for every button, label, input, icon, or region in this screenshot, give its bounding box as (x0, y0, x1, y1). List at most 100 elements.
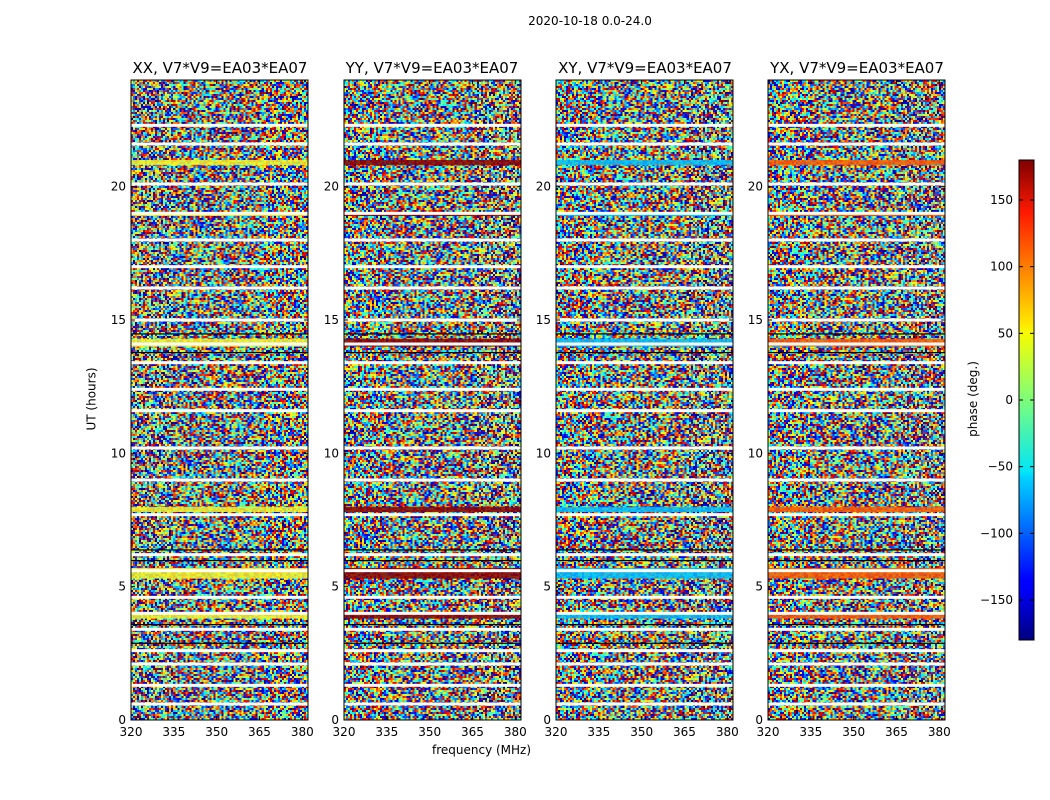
x-tick-label: 350 (205, 725, 228, 739)
scan-separator (556, 352, 733, 354)
scan-separator (131, 642, 308, 644)
x-tick-label: 365 (885, 725, 908, 739)
data-gap (131, 409, 308, 413)
scan-separator (768, 352, 945, 354)
data-gap (556, 702, 733, 706)
data-gap (344, 553, 521, 557)
data-gap (768, 342, 945, 346)
flag-band (556, 568, 733, 579)
flag-band (768, 568, 945, 579)
data-gap (131, 649, 308, 653)
y-tick-label: 15 (536, 313, 551, 327)
data-gap (344, 478, 521, 482)
y-tick-label: 15 (111, 313, 126, 327)
data-gap (556, 286, 733, 290)
x-tick-label: 380 (504, 725, 527, 739)
data-gap (131, 446, 308, 450)
scan-separator (131, 333, 308, 335)
data-gap (768, 265, 945, 269)
data-gap (556, 361, 733, 365)
data-gap (768, 683, 945, 687)
x-tick-label: 320 (757, 725, 780, 739)
flag-band (344, 613, 521, 619)
y-tick-label: 20 (111, 180, 126, 194)
data-gap (131, 123, 308, 127)
data-gap (344, 649, 521, 653)
data-gap (768, 238, 945, 242)
panel-yx: 320 335 350 365 380 0 5 10 15 20 (748, 79, 951, 739)
x-tick-label: 320 (333, 725, 356, 739)
x-tick-label: 380 (928, 725, 951, 739)
data-gap (131, 611, 308, 615)
scan-separator (556, 549, 733, 551)
data-gap (131, 569, 308, 573)
x-tick-label: 320 (545, 725, 568, 739)
y-tick-label: 15 (748, 313, 763, 327)
data-gap (768, 569, 945, 573)
data-gap (344, 342, 521, 346)
panel-title-yy: YY, V7*V9=EA03*EA07 (345, 59, 519, 77)
flag-band (556, 160, 733, 166)
flag-band (131, 568, 308, 579)
data-gap (344, 123, 521, 127)
data-gap (768, 361, 945, 365)
y-tick-label: 10 (324, 446, 339, 460)
x-tick-label: 320 (120, 725, 143, 739)
scan-separator (131, 624, 308, 626)
flag-band (131, 613, 308, 619)
data-gap (768, 123, 945, 127)
data-gap (556, 182, 733, 186)
x-tick-label: 365 (673, 725, 696, 739)
colorbar-tick-label: −50 (988, 460, 1013, 474)
panel-title-yx: YX, V7*V9=EA03*EA07 (770, 59, 944, 77)
x-tick-label: 365 (461, 725, 484, 739)
scan-separator (344, 624, 521, 626)
data-gap (131, 142, 308, 146)
data-gap (131, 627, 308, 631)
colorbar-tick-label: 50 (998, 326, 1013, 340)
data-gap (131, 182, 308, 186)
data-gap (344, 286, 521, 290)
data-gap (768, 702, 945, 706)
data-gap (556, 478, 733, 482)
data-gap (768, 387, 945, 391)
scan-separator (768, 624, 945, 626)
colorbar-tick-label: 150 (990, 193, 1013, 207)
data-gap (344, 387, 521, 391)
data-gap (131, 238, 308, 242)
data-gap (768, 553, 945, 557)
scan-separator (768, 549, 945, 551)
x-tick-label: 335 (799, 725, 822, 739)
data-gap (344, 265, 521, 269)
data-gap (556, 265, 733, 269)
data-gap (131, 342, 308, 346)
data-gap (344, 182, 521, 186)
data-gap (131, 553, 308, 557)
data-gap (131, 478, 308, 482)
data-gap (344, 595, 521, 599)
data-gap (344, 446, 521, 450)
figure-title: 2020-10-18 0.0-24.0 (528, 14, 652, 28)
scan-separator (768, 560, 945, 562)
data-gap (768, 595, 945, 599)
x-tick-label: 380 (291, 725, 314, 739)
data-gap (768, 286, 945, 290)
data-gap (556, 513, 733, 517)
y-tick-label: 20 (324, 180, 339, 194)
data-gap (344, 142, 521, 146)
data-gap (556, 123, 733, 127)
y-tick-label: 10 (536, 446, 551, 460)
x-axis-label: frequency (MHz) (432, 743, 532, 757)
panel-xx: 320 335 350 365 380 0 5 10 15 20 (111, 79, 314, 739)
flag-band (768, 160, 945, 166)
data-gap (344, 318, 521, 322)
y-tick-label: 5 (331, 580, 339, 594)
y-tick-label: 0 (755, 713, 763, 727)
flag-band (344, 506, 521, 512)
data-gap (556, 342, 733, 346)
data-gap (344, 238, 521, 242)
x-tick-label: 350 (842, 725, 865, 739)
panel-title-xx: XX, V7*V9=EA03*EA07 (132, 59, 308, 77)
data-gap (768, 409, 945, 413)
data-gap (344, 513, 521, 517)
